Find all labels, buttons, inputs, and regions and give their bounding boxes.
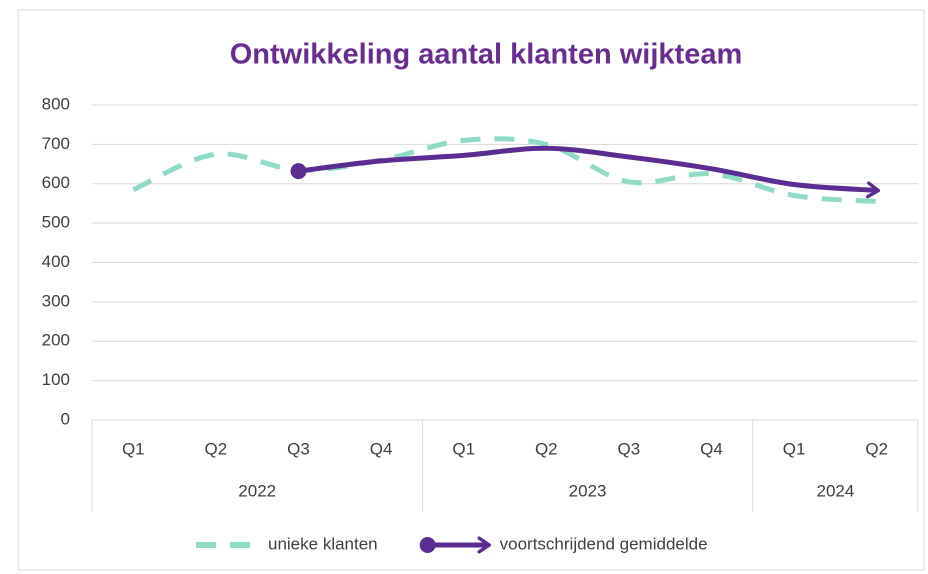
line-start-marker bbox=[290, 163, 307, 180]
y-tick-label: 600 bbox=[42, 173, 70, 192]
legend-label: voortschrijdend gemiddelde bbox=[500, 534, 708, 553]
x-tick-label: Q3 bbox=[287, 439, 310, 458]
x-tick-label: Q3 bbox=[618, 439, 641, 458]
x-tick-label: Q2 bbox=[535, 439, 558, 458]
x-tick-label: Q2 bbox=[865, 439, 888, 458]
group-label: 2023 bbox=[569, 481, 607, 500]
y-tick-label: 0 bbox=[61, 409, 70, 428]
chart-frame bbox=[17, 9, 925, 571]
series-line bbox=[296, 145, 881, 199]
x-tick-label: Q1 bbox=[452, 439, 475, 458]
y-tick-label: 300 bbox=[42, 291, 70, 310]
legend-swatch-dot bbox=[419, 537, 436, 553]
x-tick-label: Q4 bbox=[700, 439, 723, 458]
legend-label: unieke klanten bbox=[268, 534, 378, 553]
y-tick-label: 500 bbox=[42, 213, 70, 232]
x-tick-label: Q2 bbox=[205, 439, 228, 458]
x-tick-label: Q4 bbox=[370, 439, 393, 458]
y-tick-label: 800 bbox=[42, 94, 70, 113]
group-label: 2022 bbox=[238, 481, 276, 500]
x-tick-label: Q1 bbox=[783, 439, 806, 458]
y-tick-label: 100 bbox=[42, 370, 70, 389]
y-tick-label: 200 bbox=[42, 331, 70, 350]
y-tick-label: 400 bbox=[42, 252, 70, 271]
x-tick-label: Q1 bbox=[122, 439, 145, 458]
y-tick-label: 700 bbox=[42, 134, 70, 153]
group-label: 2024 bbox=[816, 481, 854, 500]
chart-title: Ontwikkeling aantal klanten wijkteam bbox=[230, 39, 742, 71]
series-line bbox=[132, 136, 877, 204]
